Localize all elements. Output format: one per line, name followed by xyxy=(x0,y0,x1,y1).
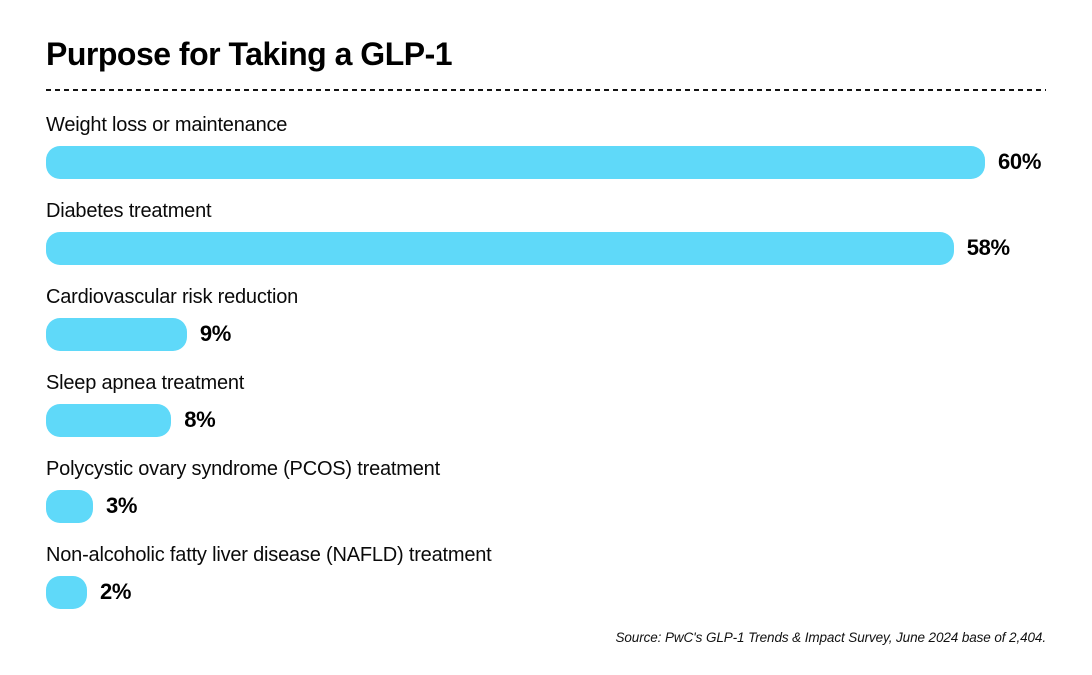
bar-value: 3% xyxy=(105,493,138,519)
bar-value: 9% xyxy=(199,321,232,347)
bar-row: Cardiovascular risk reduction 9% xyxy=(46,286,1046,351)
bar-label: Polycystic ovary syndrome (PCOS) treatme… xyxy=(46,457,440,480)
dashed-divider xyxy=(46,88,1046,91)
page-title: Purpose for Taking a GLP-1 xyxy=(46,36,453,72)
bar-track: 3% xyxy=(46,489,1046,523)
bar-label: Weight loss or maintenance xyxy=(46,113,288,136)
bar-label: Cardiovascular risk reduction xyxy=(46,285,299,308)
bar-label: Non-alcoholic fatty liver disease (NAFLD… xyxy=(46,543,492,566)
bar xyxy=(46,145,985,179)
bar-track: 9% xyxy=(46,317,1046,351)
bar-row: Non-alcoholic fatty liver disease (NAFLD… xyxy=(46,544,1046,609)
bar-row: Weight loss or maintenance 60% xyxy=(46,114,1046,179)
bar-chart: Weight loss or maintenance 60% Diabetes tr… xyxy=(46,114,1046,609)
bar-row: Polycystic ovary syndrome (PCOS) treatme… xyxy=(46,458,1046,523)
bar-value: 58% xyxy=(966,235,1010,261)
bar-label: Sleep apnea treatment xyxy=(46,371,245,394)
bar-row: Sleep apnea treatment 8% xyxy=(46,372,1046,437)
bar-value: 8% xyxy=(184,407,216,433)
bar xyxy=(46,231,954,265)
bar xyxy=(46,317,187,351)
bar-track: 8% xyxy=(46,403,1046,437)
bar-value: 2% xyxy=(100,579,132,605)
bar-track: 58% xyxy=(46,231,1046,265)
source-note: Source: PwC's GLP-1 Trends & Impact Surv… xyxy=(615,629,1046,645)
bar xyxy=(46,575,87,609)
bar-track: 60% xyxy=(46,145,1046,179)
bar-value: 60% xyxy=(998,149,1042,175)
bar-track: 2% xyxy=(46,575,1046,609)
bar xyxy=(46,489,93,523)
bar-label: Diabetes treatment xyxy=(46,199,212,222)
bar xyxy=(46,403,172,437)
bar-row: Diabetes treatment 58% xyxy=(46,200,1046,265)
